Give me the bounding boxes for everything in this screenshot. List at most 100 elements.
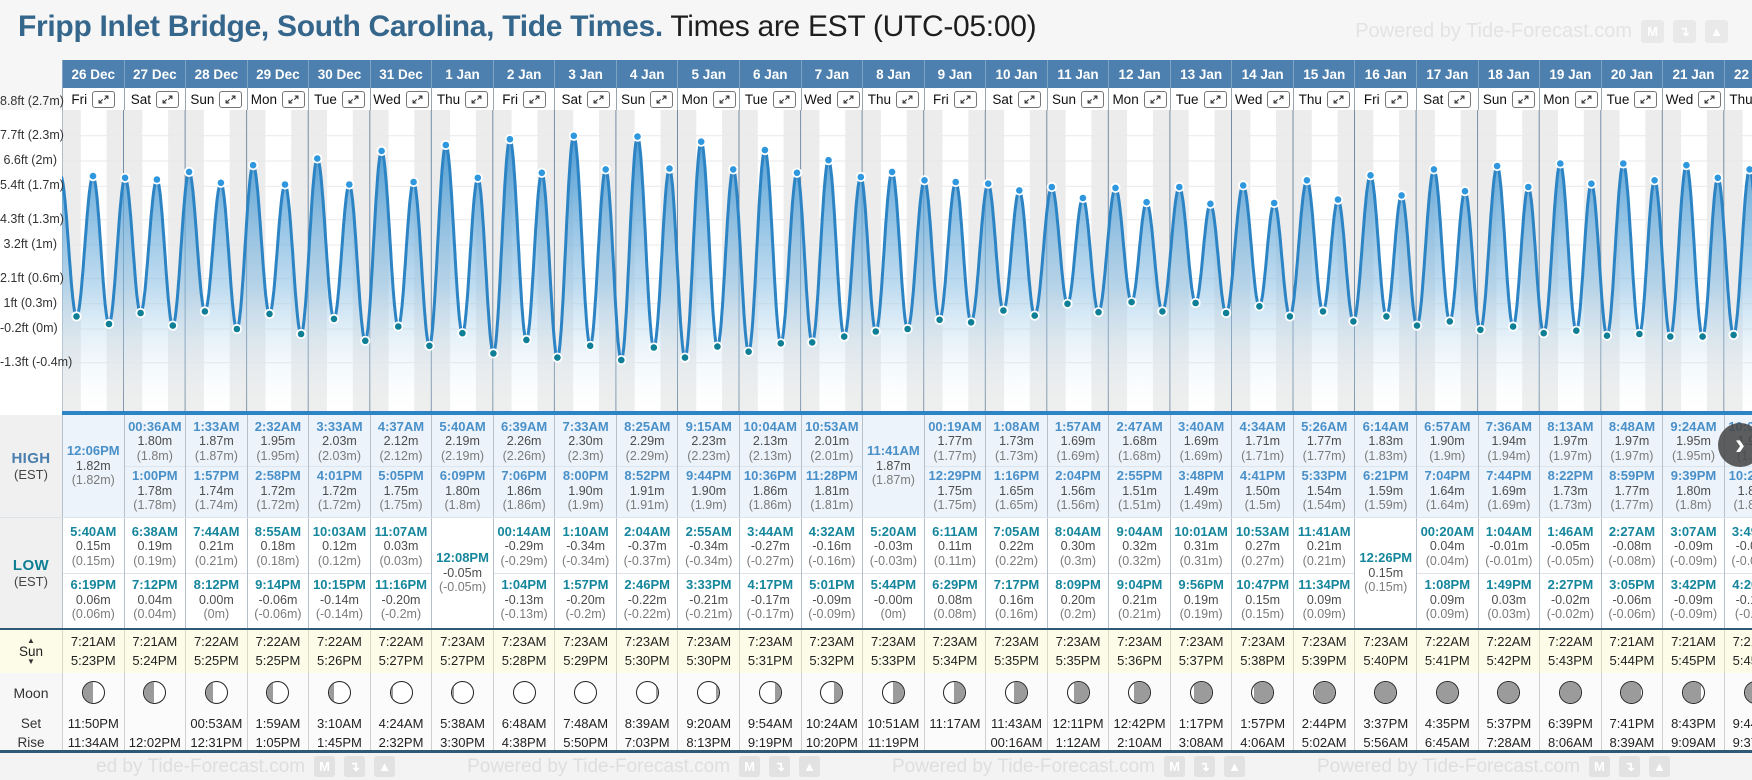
expand-day-button[interactable] xyxy=(405,90,429,108)
date-header-cell: 4 Jan xyxy=(615,60,678,88)
tide-height-alt: (0.03m) xyxy=(379,553,423,568)
moon-phase-cell xyxy=(800,673,863,712)
tide-height-m: 1.50m xyxy=(1245,483,1281,498)
expand-day-button[interactable] xyxy=(836,90,860,108)
expand-day-button[interactable] xyxy=(1698,90,1722,108)
tide-entry: 3:05PM -0.06m (-0.06m) xyxy=(1601,572,1663,627)
expand-day-button[interactable] xyxy=(522,90,546,108)
low-tide-cell: 12:26PM 0.15m (0.15m) xyxy=(1354,518,1416,628)
moonrise-cell: 00:16AM xyxy=(985,734,1047,750)
moon-shading xyxy=(144,682,154,703)
tide-height-m: -0.00m xyxy=(873,592,913,607)
tide-height-m: 1.56m xyxy=(1060,483,1096,498)
expand-day-button[interactable] xyxy=(772,90,796,108)
tide-entry: 5:01PM -0.09m (-0.09m) xyxy=(801,572,863,627)
high-tide-cell: 9:24AM 1.95m (1.95m) 9:39PM 1.80m (1.8m) xyxy=(1662,415,1724,517)
high-tide-cell: 00:36AM 1.80m (1.8m) 1:00PM 1.78m (1.78m) xyxy=(123,415,186,517)
tide-time: 6:09PM xyxy=(439,468,486,483)
tide-height-alt: (-0.03m) xyxy=(869,553,917,568)
tide-time: 3:07AM xyxy=(1670,523,1717,539)
weekday-cell: Fri xyxy=(923,88,986,110)
expand-arrows-icon xyxy=(1518,94,1529,104)
high-tide-cell: 3:40AM 1.69m (1.69m) 3:48PM 1.49m (1.49m) xyxy=(1169,415,1232,517)
tide-height-alt: (1.74m) xyxy=(194,498,238,512)
moon-phase-icon xyxy=(327,681,351,704)
tide-time: 7:04PM xyxy=(1424,468,1471,483)
expand-day-button[interactable] xyxy=(1143,90,1167,108)
tide-time: 1:57PM xyxy=(193,468,240,483)
tide-entry: 00:36AM 1.80m (1.8m) xyxy=(125,417,186,466)
tide-height-m: -0.09m xyxy=(812,592,852,607)
moonset-cell: 1:57PM xyxy=(1231,712,1293,734)
tide-time: 3:49AM xyxy=(1731,523,1752,539)
high-tide-cell: 6:39AM 2.26m (2.26m) 7:06PM 1.86m (1.86m) xyxy=(492,415,555,517)
expand-day-button[interactable] xyxy=(1448,90,1472,108)
tide-entry: 11:16PM -0.20m (-0.2m) xyxy=(370,572,432,627)
moon-shading xyxy=(1314,682,1335,703)
expand-day-button[interactable] xyxy=(1017,90,1041,108)
tide-height-alt: (1.83m) xyxy=(1733,498,1752,512)
expand-day-button[interactable] xyxy=(219,90,243,108)
low-tide-row: 5:40AM 0.15m (0.15m) 6:19PM 0.06m (0.06m) 6:38… xyxy=(62,518,1752,628)
expand-day-button[interactable] xyxy=(1326,90,1350,108)
tide-time: 8:12PM xyxy=(193,577,240,592)
y-axis-label: -0.2ft (0m) xyxy=(0,321,58,335)
expand-day-button[interactable] xyxy=(92,90,116,108)
table-bottom-border xyxy=(0,750,1752,753)
weekday-label: Mon xyxy=(1112,91,1139,107)
moon-shading xyxy=(1559,682,1581,703)
date-header-cell: 12 Jan xyxy=(1108,60,1170,88)
expand-day-button[interactable] xyxy=(1384,90,1408,108)
date-header-cell: 14 Jan xyxy=(1231,60,1293,88)
tide-height-alt: (0m) xyxy=(203,607,230,621)
expand-day-button[interactable] xyxy=(896,90,920,108)
expand-arrows-icon xyxy=(1704,94,1715,104)
expand-arrows-icon xyxy=(412,94,423,104)
sun-times-cell: 7:22AM 5:25PM xyxy=(185,630,247,673)
tide-entry: 8:12PM 0.00m (0m) xyxy=(186,572,247,627)
tide-height-m: 1.49m xyxy=(1183,483,1219,498)
expand-day-button[interactable] xyxy=(1574,90,1598,108)
moonset-cell: 11:50PM xyxy=(62,712,124,734)
tide-time: 5:26AM xyxy=(1301,418,1348,434)
expand-day-button[interactable] xyxy=(1267,90,1291,108)
moon-phase-cell xyxy=(739,673,801,712)
moonrise-cell: 8:13PM xyxy=(677,734,739,750)
moon-phase-cell xyxy=(1169,673,1232,712)
tide-height-m: -0.03m xyxy=(873,539,913,553)
expand-day-button[interactable] xyxy=(712,90,736,108)
expand-arrows-icon xyxy=(1640,94,1651,104)
tide-time: 12:08PM xyxy=(436,550,489,566)
tide-height-alt: (-0.22m) xyxy=(623,607,671,621)
expand-day-button[interactable] xyxy=(1203,90,1227,108)
tide-entry: 11:07AM 0.03m (0.03m) xyxy=(371,520,432,573)
tide-time: 8:13AM xyxy=(1547,418,1594,434)
tide-height-alt: (1.83m) xyxy=(1364,448,1408,463)
tide-entry: 8:22PM 1.73m (1.73m) xyxy=(1540,465,1601,516)
expand-day-button[interactable] xyxy=(282,90,306,108)
expand-arrows-icon xyxy=(1581,94,1591,104)
expand-day-button[interactable] xyxy=(1634,90,1658,108)
expand-day-button[interactable] xyxy=(1081,90,1105,108)
expand-day-button[interactable] xyxy=(341,90,365,108)
expand-day-button[interactable] xyxy=(155,90,179,108)
tide-height-m: 1.81m xyxy=(814,483,850,498)
tide-entry: 5:05PM 1.75m (1.75m) xyxy=(370,465,432,516)
moonrise-cell: 1:12AM xyxy=(1046,734,1109,750)
expand-arrows-icon xyxy=(1333,94,1344,104)
expand-day-button[interactable] xyxy=(1511,90,1535,108)
tide-time: 8:22PM xyxy=(1547,468,1594,483)
tide-entry: 10:01AM 0.31m (0.31m) xyxy=(1171,520,1232,573)
expand-day-button[interactable] xyxy=(953,90,977,108)
sun-times-cell: 7:21AM 5:44PM xyxy=(1600,630,1663,673)
next-button[interactable]: › xyxy=(1718,423,1752,467)
date-header-cell: 11 Jan xyxy=(1046,60,1109,88)
tide-height-alt: (0.15m) xyxy=(1364,580,1408,595)
moon-phase-icon xyxy=(1004,681,1028,704)
tide-entry: 8:13AM 1.97m (1.97m) xyxy=(1540,417,1601,466)
expand-day-button[interactable] xyxy=(465,90,489,108)
tide-height-alt: (-0.02m) xyxy=(1546,607,1595,621)
expand-day-button[interactable] xyxy=(586,90,610,108)
sunset-time: 5:34PM xyxy=(932,652,978,668)
expand-day-button[interactable] xyxy=(650,90,674,108)
